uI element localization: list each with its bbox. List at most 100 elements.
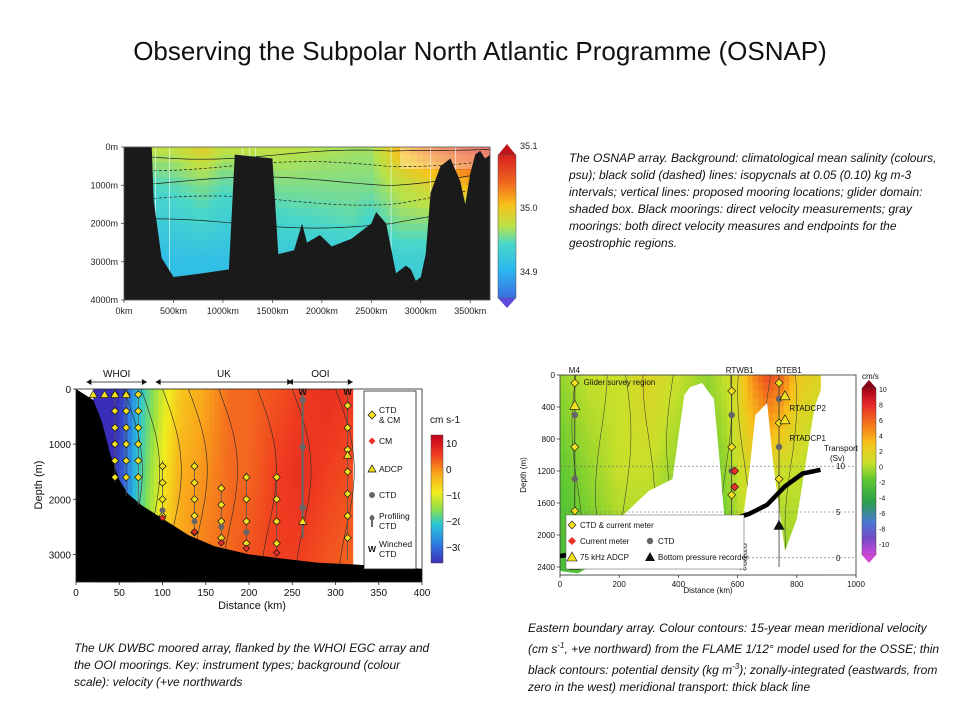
- velocity-cell: [101, 413, 107, 422]
- salinity-cell: [349, 231, 357, 240]
- ctd-marker: [159, 507, 166, 514]
- velocity-cell: [253, 421, 259, 430]
- velocity-cell: [253, 493, 259, 502]
- velocity-cell: [674, 382, 681, 391]
- velocity-cell: [179, 469, 185, 478]
- x-tick-label: 3500km: [454, 306, 486, 316]
- ctd-cm-marker: [158, 495, 167, 504]
- velocity-cell: [335, 469, 341, 478]
- velocity-cell: [326, 557, 332, 567]
- ctd-cm-marker: [242, 495, 251, 504]
- salinity-cell: [191, 169, 198, 178]
- salinity-cell: [209, 147, 216, 156]
- velocity-cell: [127, 485, 133, 494]
- velocity-cell: [318, 557, 323, 567]
- velocity-cell: [339, 509, 345, 519]
- velocity-cell: [132, 405, 137, 414]
- velocity-cell: [140, 437, 146, 446]
- velocity-cell: [214, 421, 220, 430]
- salinity-cell: [459, 169, 466, 178]
- velocity-cell: [721, 390, 728, 399]
- velocity-cell: [344, 493, 349, 502]
- velocity-cell: [313, 549, 319, 559]
- adcp-marker: [121, 389, 131, 398]
- velocity-cell: [153, 493, 159, 502]
- velocity-cell: [326, 461, 332, 470]
- velocity-cell: [778, 513, 785, 522]
- velocity-cell: [669, 475, 676, 484]
- velocity-cell: [300, 533, 306, 543]
- salinity-cell: [416, 269, 424, 278]
- velocity-cell: [192, 421, 198, 430]
- velocity-cell: [140, 477, 146, 486]
- velocity-cell: [266, 469, 272, 478]
- salinity-cell: [404, 154, 412, 163]
- velocity-cell: [570, 436, 577, 445]
- velocity-cell: [240, 453, 246, 462]
- velocity-cell: [214, 517, 220, 527]
- velocity-cell: [565, 444, 571, 453]
- velocity-cell: [726, 398, 733, 407]
- array-span-arrow: [155, 379, 161, 385]
- velocity-cell: [145, 501, 150, 511]
- velocity-cell: [731, 428, 738, 437]
- velocity-cell: [627, 421, 634, 430]
- salinity-cell: [416, 147, 424, 156]
- salinity-cell: [355, 200, 363, 209]
- velocity-cell: [570, 459, 577, 468]
- velocity-cell: [622, 382, 629, 391]
- velocity-cell: [586, 498, 592, 507]
- velocity-cell: [240, 541, 246, 551]
- salinity-cell: [331, 154, 338, 163]
- velocity-cell: [627, 475, 634, 484]
- velocity-cell: [274, 437, 280, 446]
- velocity-cell: [162, 429, 168, 438]
- salinity-cell: [172, 254, 180, 263]
- velocity-cell: [606, 459, 613, 468]
- salinity-cell: [386, 154, 393, 163]
- salinity-cell: [410, 192, 418, 201]
- ctd-cm-marker: [190, 478, 199, 487]
- velocity-cell: [261, 525, 267, 535]
- velocity-cell: [188, 493, 194, 502]
- velocity-cell: [192, 501, 198, 511]
- velocity-cell: [757, 398, 764, 407]
- velocity-cell: [175, 469, 181, 478]
- velocity-cell: [153, 469, 159, 478]
- velocity-cell: [331, 469, 336, 478]
- velocity-cell: [261, 541, 267, 551]
- velocity-cell: [279, 453, 285, 462]
- velocity-cell: [257, 389, 263, 398]
- velocity-cell: [726, 421, 733, 430]
- salinity-cell: [191, 162, 198, 171]
- velocity-cell: [227, 509, 233, 519]
- velocity-cell: [313, 525, 319, 535]
- velocity-cell: [296, 509, 302, 519]
- salinity-cell: [288, 162, 296, 171]
- salinity-cell: [398, 192, 405, 201]
- salinity-cell: [172, 269, 180, 278]
- velocity-cell: [617, 451, 623, 461]
- velocity-cell: [669, 467, 676, 476]
- velocity-cell: [231, 509, 237, 519]
- velocity-cell: [664, 475, 670, 484]
- velocity-cell: [570, 498, 577, 507]
- salinity-cell: [166, 162, 174, 171]
- velocity-cell: [210, 389, 215, 398]
- salinity-cell: [343, 169, 351, 178]
- velocity-cell: [612, 375, 618, 384]
- velocity-cell: [188, 525, 194, 535]
- velocity-cell: [287, 461, 293, 470]
- salinity-cell: [209, 162, 216, 171]
- velocity-cell: [253, 533, 259, 543]
- salinity-cell: [221, 238, 229, 247]
- salinity-cell: [325, 215, 332, 224]
- salinity-cell: [380, 192, 387, 201]
- velocity-cell: [236, 525, 241, 535]
- velocity-cell: [586, 405, 592, 414]
- velocity-cell: [309, 525, 315, 535]
- velocity-cell: [313, 533, 319, 543]
- salinity-cell: [215, 246, 222, 255]
- velocity-cell: [149, 445, 155, 454]
- velocity-cell: [318, 453, 323, 462]
